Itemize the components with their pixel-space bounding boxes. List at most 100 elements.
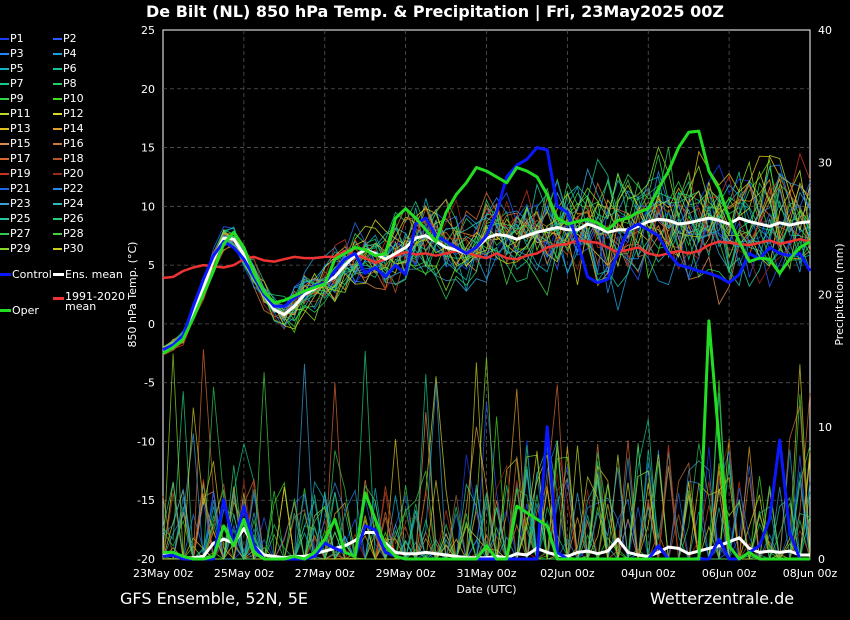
footer-source-label: Wetterzentrale.de	[650, 589, 795, 608]
x-tick-label: 06Jun 00z	[702, 567, 757, 580]
legend-label: P20	[63, 167, 84, 180]
legend-label: P6	[63, 62, 77, 75]
legend-item-p7: P7	[0, 77, 24, 91]
legend-label: P8	[63, 77, 77, 90]
legend-label: P21	[10, 182, 31, 195]
legend-label: P13	[10, 122, 31, 135]
legend-swatch	[0, 158, 9, 160]
legend-label: P28	[63, 227, 84, 240]
legend-swatch	[0, 218, 9, 220]
x-tick-label: 02Jun 00z	[540, 567, 595, 580]
legend-label: P19	[10, 167, 31, 180]
legend-item-p27: P27	[0, 227, 31, 241]
legend-swatch	[53, 128, 62, 130]
y-axis-title: 850 hPa Temp. (°C)	[126, 242, 139, 348]
legend-item-p6: P6	[53, 62, 77, 76]
1991-2020-mean-temp-line	[162, 237, 811, 280]
oper-precip-line	[163, 319, 810, 561]
x-tick-label: 04Jun 00z	[621, 567, 676, 580]
legend-item-p15: P15	[0, 137, 31, 151]
legend-item-ens-mean: Ens. mean	[53, 268, 123, 282]
legend-label: Control	[12, 267, 52, 281]
legend-item-p23: P23	[0, 197, 31, 211]
legend-item-p22: P22	[53, 182, 84, 196]
x-tick-label: 29May 00z	[376, 567, 436, 580]
legend-item-control: Control	[0, 268, 52, 282]
legend-label: P30	[63, 242, 84, 255]
legend-label: P3	[10, 47, 24, 60]
member-temp-line	[162, 146, 811, 351]
legend-item-p14: P14	[53, 122, 84, 136]
x-tick-label: 31May 00z	[456, 567, 516, 580]
legend-swatch	[53, 83, 62, 85]
legend-item-p20: P20	[53, 167, 84, 181]
legend-swatch	[53, 68, 62, 70]
legend-label: P27	[10, 227, 31, 240]
y2-axis-title: Precipitation (mm)	[833, 243, 846, 345]
footer-model-label: GFS Ensemble, 52N, 5E	[120, 589, 308, 608]
y-tick-label: 5	[148, 259, 155, 272]
legend-item-p3: P3	[0, 47, 24, 61]
chart-title: De Bilt (NL) 850 hPa Temp. & Precipitati…	[146, 2, 724, 21]
y2-tick-label: 10	[818, 421, 832, 434]
legend-swatch	[0, 128, 9, 130]
legend-item-p19: P19	[0, 167, 31, 181]
legend-swatch	[0, 173, 9, 175]
member-temp-line	[162, 207, 811, 352]
y2-tick-label: 20	[818, 289, 832, 302]
legend-swatch	[0, 83, 9, 85]
y-tick-label: -5	[144, 377, 155, 390]
legend-label: P29	[10, 242, 31, 255]
legend-label: Ens. mean	[65, 267, 123, 281]
y2-tick-label: 0	[818, 553, 825, 566]
legend-swatch	[0, 233, 9, 235]
legend-swatch	[53, 248, 62, 250]
legend-item-oper: Oper	[0, 304, 39, 318]
legend-label: P5	[10, 62, 24, 75]
legend-swatch	[53, 173, 62, 175]
legend-swatch	[0, 113, 9, 115]
legend-item-p2: P2	[53, 32, 77, 46]
y-tick-label: 20	[141, 83, 155, 96]
x-axis-title: Date (UTC)	[456, 583, 516, 596]
legend-item-p4: P4	[53, 47, 77, 61]
y-tick-label: -10	[137, 435, 155, 448]
legend-swatch	[53, 53, 62, 55]
legend-swatch	[53, 233, 62, 235]
legend-swatch	[0, 188, 9, 190]
legend-label: P9	[10, 92, 24, 105]
legend-swatch	[53, 218, 62, 220]
legend-item-p29: P29	[0, 242, 31, 256]
legend-label: P16	[63, 137, 84, 150]
legend-swatch	[0, 309, 11, 312]
legend-label: 1991-2020 mean	[65, 289, 125, 313]
legend-item-p21: P21	[0, 182, 31, 196]
legend-item-1991-2020-mean: 1991-2020 mean	[53, 291, 127, 312]
legend-label: P24	[63, 197, 84, 210]
legend-label: P18	[63, 152, 84, 165]
legend-label: Oper	[12, 303, 39, 317]
legend-item-p18: P18	[53, 152, 84, 166]
legend-label: P23	[10, 197, 31, 210]
legend-item-p13: P13	[0, 122, 31, 136]
legend-swatch	[0, 38, 9, 40]
legend-item-p9: P9	[0, 92, 24, 106]
legend-item-p10: P10	[53, 92, 84, 106]
legend-swatch	[53, 297, 64, 300]
legend-label: P12	[63, 107, 84, 120]
legend-item-p1: P1	[0, 32, 24, 46]
legend-item-p11: P11	[0, 107, 31, 121]
legend-swatch	[0, 273, 11, 276]
control-temp-line	[162, 146, 812, 352]
y-tick-label: 10	[141, 200, 155, 213]
legend-swatch	[0, 248, 9, 250]
y-tick-label: 15	[141, 142, 155, 155]
oper-temp-line	[162, 129, 811, 355]
legend-label: P14	[63, 122, 84, 135]
y-tick-label: 25	[141, 24, 155, 37]
legend-item-p25: P25	[0, 212, 31, 226]
legend-label: P11	[10, 107, 31, 120]
legend-swatch	[0, 68, 9, 70]
legend-item-p30: P30	[53, 242, 84, 256]
legend-item-p16: P16	[53, 137, 84, 151]
